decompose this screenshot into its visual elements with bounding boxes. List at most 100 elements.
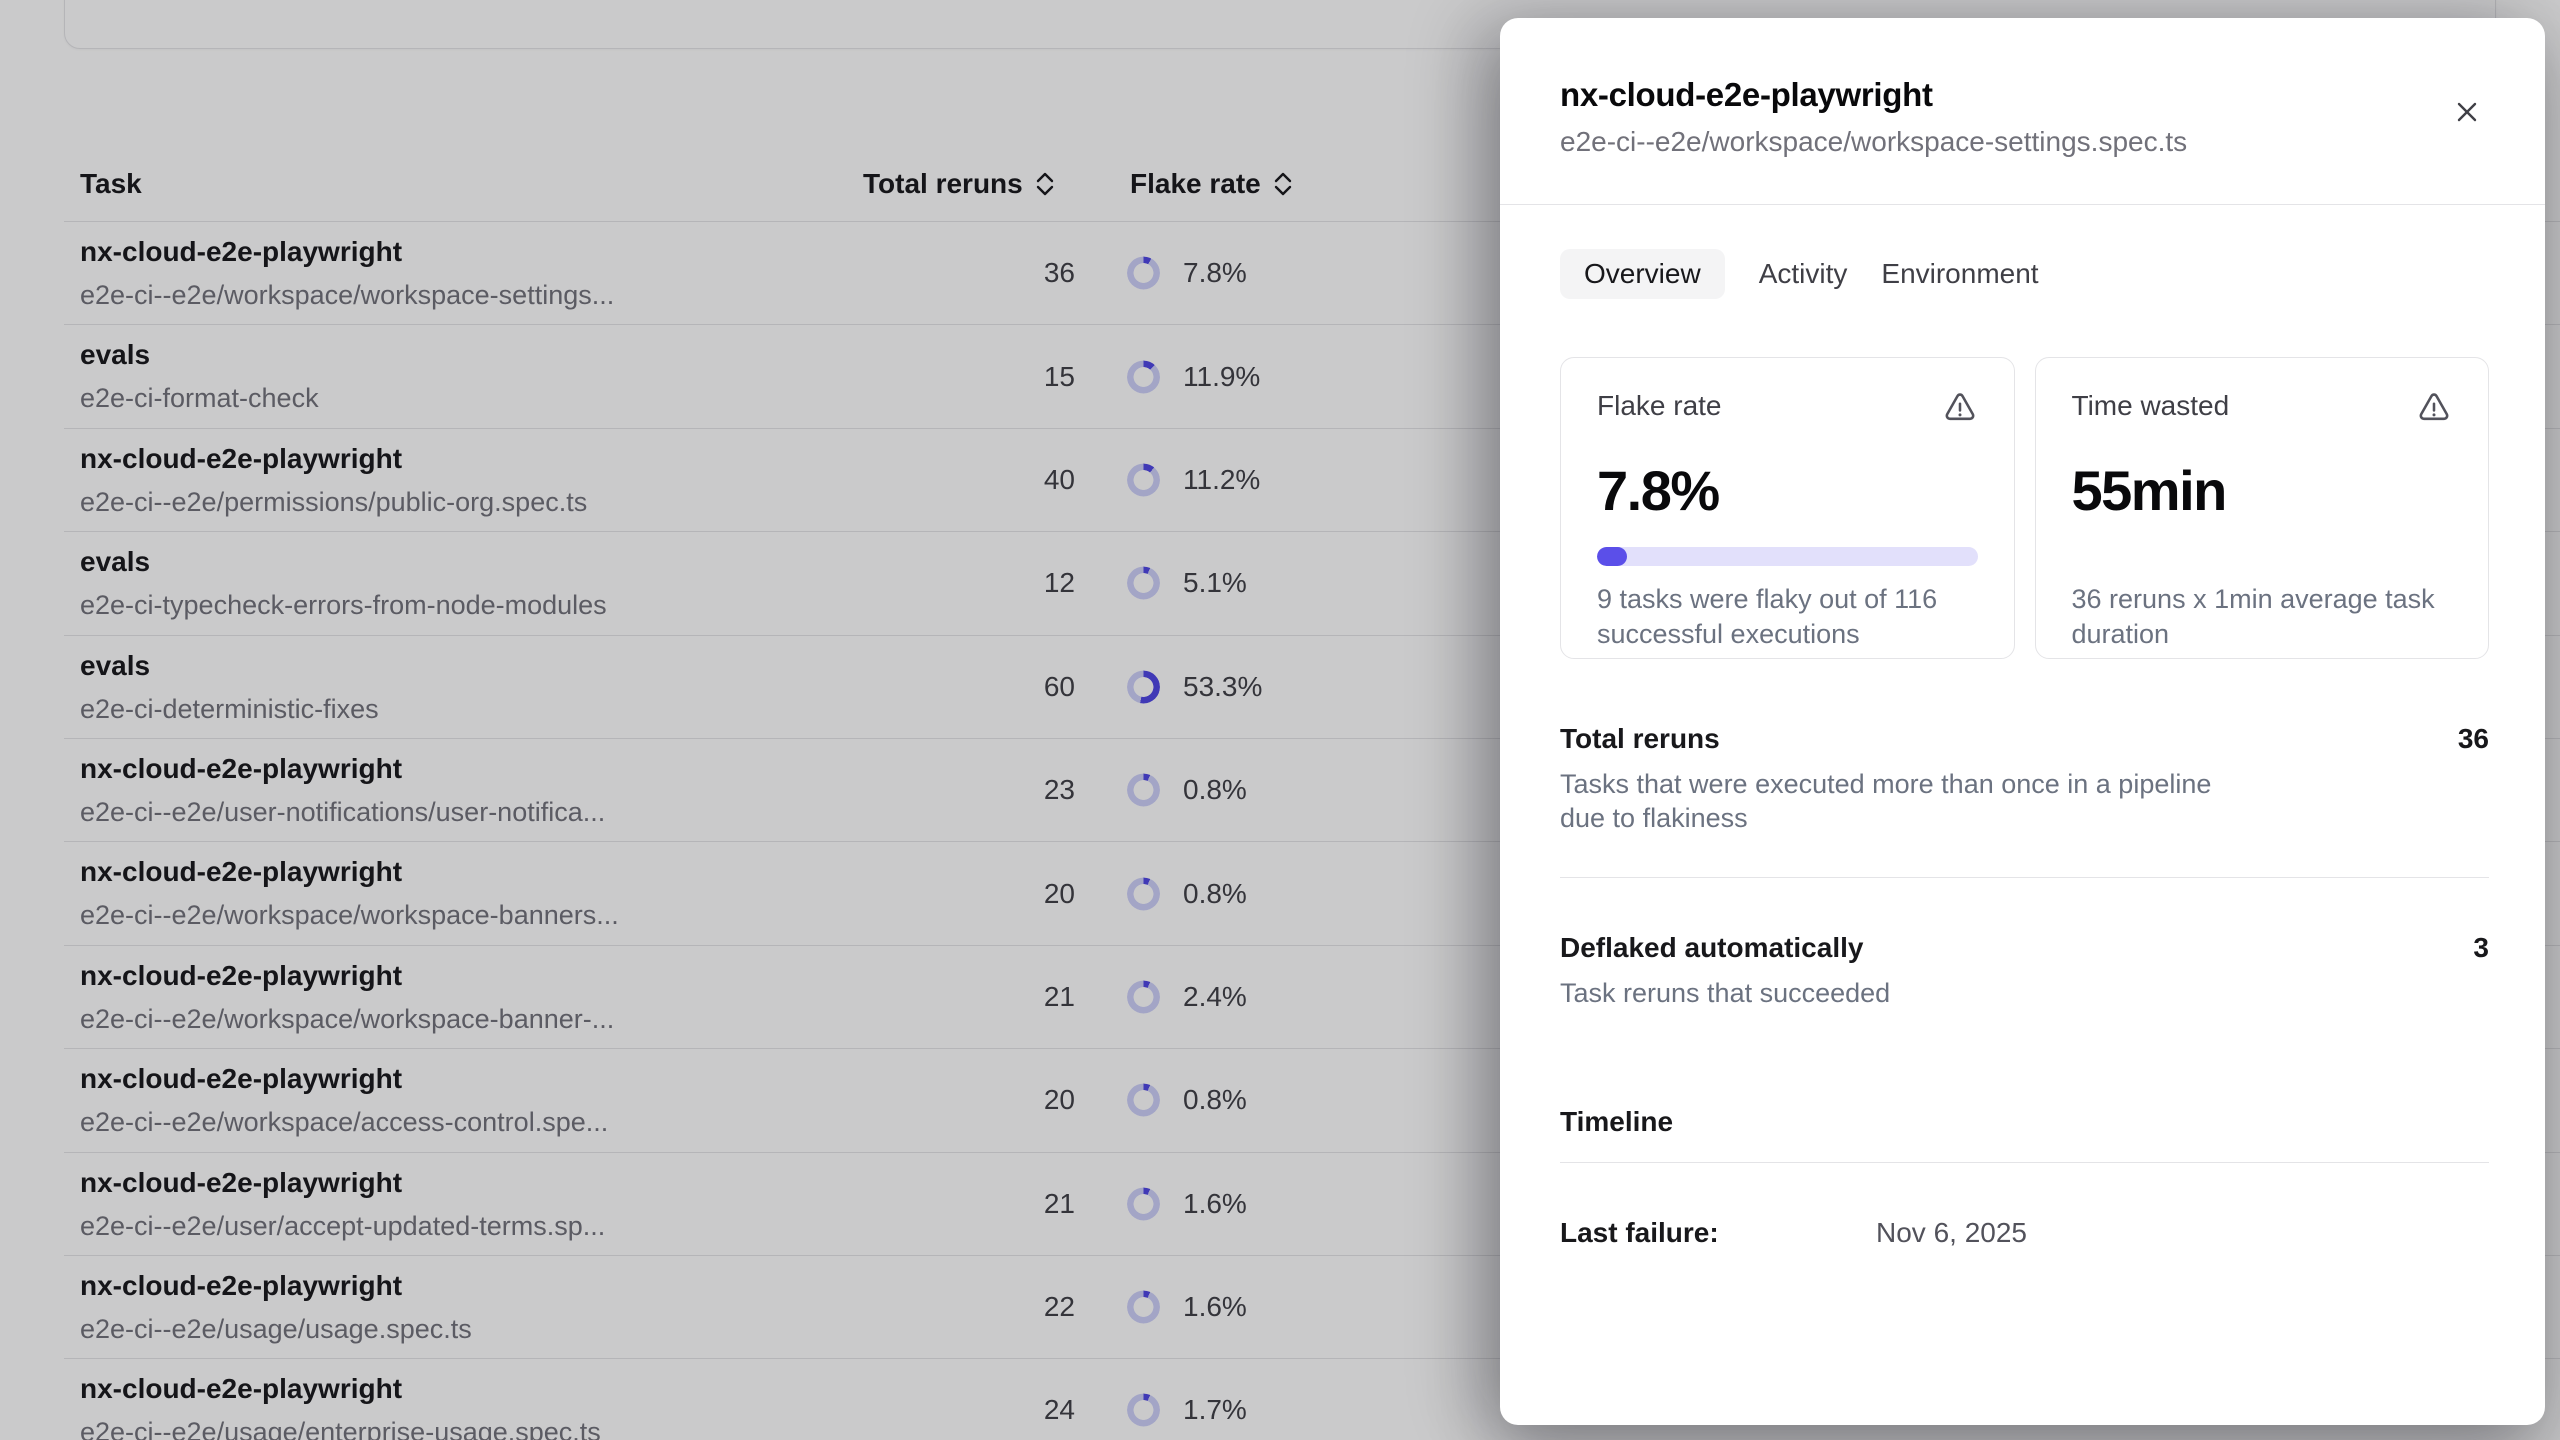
- table-row[interactable]: evals e2e-ci-deterministic-fixes 60 53.3…: [64, 636, 2560, 739]
- task-name: nx-cloud-e2e-playwright: [80, 752, 403, 784]
- header-divider: [1500, 204, 2545, 205]
- last-failure-value: Nov 6, 2025: [1876, 1217, 2027, 1248]
- task-name: nx-cloud-e2e-playwright: [80, 1166, 403, 1198]
- time-wasted-card-label: Time wasted: [2071, 390, 2230, 421]
- last-failure-row: Last failure: Nov 6, 2025: [1560, 1217, 2489, 1249]
- task-flake-rate: 5.1%: [1183, 567, 1247, 599]
- task-name: nx-cloud-e2e-playwright: [80, 959, 403, 991]
- task-total-reruns: 15: [1043, 360, 1075, 392]
- task-total-reruns: 20: [1043, 877, 1075, 909]
- flake-rate-donut-icon: [1127, 1187, 1160, 1221]
- time-wasted-card: Time wasted 55min 36 reruns x 1min avera…: [2034, 357, 2489, 659]
- table-row[interactable]: nx-cloud-e2e-playwright e2e-ci--e2e/perm…: [64, 429, 2560, 533]
- task-flake-rate: 1.7%: [1183, 1394, 1247, 1426]
- table-row[interactable]: nx-cloud-e2e-playwright e2e-ci--e2e/usag…: [64, 1359, 2560, 1440]
- task-target: e2e-ci--e2e/workspace/access-control.spe…: [80, 1107, 609, 1138]
- task-target: e2e-ci--e2e/workspace/workspace-banners.…: [80, 900, 619, 931]
- time-wasted-description: 36 reruns x 1min average task duration: [2071, 584, 2435, 649]
- task-flake-rate: 11.9%: [1183, 360, 1261, 392]
- task-flake-rate: 53.3%: [1183, 670, 1263, 702]
- task-target: e2e-ci--e2e/user-notifications/user-noti…: [80, 796, 606, 827]
- table-row[interactable]: evals e2e-ci-format-check 15 11.9%: [64, 325, 2560, 429]
- sort-icon[interactable]: [1273, 171, 1293, 197]
- flake-rate-donut-icon: [1127, 670, 1160, 704]
- column-header-flake-rate[interactable]: Flake rate: [1130, 168, 1293, 200]
- deflaked-value: 3: [2473, 932, 2489, 963]
- deflaked-section: Deflaked automatically 3 Task reruns tha…: [1560, 932, 2489, 1010]
- flake-rate-value: 7.8%: [1597, 459, 1720, 522]
- task-total-reruns: 24: [1043, 1394, 1075, 1426]
- column-header-total-reruns-label: Total reruns: [863, 168, 1023, 199]
- task-flake-rate: 11.2%: [1183, 463, 1261, 495]
- close-icon: [2457, 102, 2477, 122]
- flake-rate-donut-icon: [1127, 566, 1160, 600]
- task-total-reruns: 23: [1043, 774, 1075, 806]
- flake-rate-donut-icon: [1127, 1083, 1160, 1117]
- flake-rate-card: Flake rate 7.8% 9 tasks were flaky out o…: [1560, 357, 2015, 659]
- flake-rate-donut-icon: [1127, 1290, 1160, 1324]
- total-reruns-label: Total reruns: [1560, 723, 1720, 754]
- task-flake-rate: 0.8%: [1183, 1084, 1247, 1116]
- table-row[interactable]: nx-cloud-e2e-playwright e2e-ci--e2e/usag…: [64, 1256, 2560, 1360]
- table-row[interactable]: nx-cloud-e2e-playwright e2e-ci--e2e/user…: [64, 739, 2560, 843]
- table-row[interactable]: nx-cloud-e2e-playwright e2e-ci--e2e/work…: [64, 946, 2560, 1050]
- flake-rate-progress: [1597, 547, 1978, 566]
- table-row[interactable]: nx-cloud-e2e-playwright e2e-ci--e2e/user…: [64, 1153, 2560, 1256]
- panel-header: nx-cloud-e2e-playwright e2e-ci--e2e/work…: [1500, 18, 2545, 158]
- flake-rate-donut-icon: [1127, 360, 1160, 394]
- task-total-reruns: 21: [1043, 980, 1075, 1012]
- task-name: evals: [80, 546, 151, 578]
- task-target: e2e-ci--e2e/permissions/public-org.spec.…: [80, 486, 588, 517]
- task-name: nx-cloud-e2e-playwright: [80, 1269, 403, 1301]
- task-flake-rate: 1.6%: [1183, 1187, 1247, 1219]
- tab-activity[interactable]: Activity: [1758, 258, 1848, 289]
- task-name: evals: [80, 339, 151, 371]
- task-flake-rate: 7.8%: [1183, 257, 1247, 289]
- flake-rate-progress-fill: [1597, 547, 1627, 566]
- task-name: nx-cloud-e2e-playwright: [80, 856, 403, 888]
- warning-icon: [2419, 393, 2449, 421]
- task-total-reruns: 60: [1043, 670, 1075, 702]
- task-name: nx-cloud-e2e-playwright: [80, 442, 403, 474]
- flaky-tasks-table: Task Total reruns Flake rate: [64, 0, 2560, 1440]
- table-row[interactable]: evals e2e-ci-typecheck-errors-from-node-…: [64, 532, 2560, 636]
- task-flake-rate: 0.8%: [1183, 774, 1247, 806]
- warning-icon: [1945, 393, 1974, 421]
- task-target: e2e-ci--e2e/workspace/workspace-settings…: [80, 280, 615, 310]
- tab-overview[interactable]: Overview: [1560, 249, 1725, 299]
- total-reruns-description: Tasks that were executed more than once …: [1560, 769, 2212, 833]
- flake-rate-donut-icon: [1127, 1393, 1160, 1427]
- total-reruns-value: 36: [2457, 723, 2489, 754]
- task-table-body: nx-cloud-e2e-playwright e2e-ci--e2e/work…: [64, 222, 2560, 1440]
- task-name: nx-cloud-e2e-playwright: [80, 236, 403, 267]
- task-flake-rate: 1.6%: [1183, 1291, 1247, 1323]
- task-target: e2e-ci--e2e/usage/enterprise-usage.spec.…: [80, 1417, 601, 1440]
- task-total-reruns: 22: [1043, 1291, 1075, 1323]
- deflaked-description: Task reruns that succeeded: [1560, 978, 1891, 1008]
- tab-environment[interactable]: Environment: [1881, 258, 2039, 289]
- task-total-reruns: 21: [1043, 1187, 1075, 1219]
- table-row[interactable]: nx-cloud-e2e-playwright e2e-ci--e2e/work…: [64, 1049, 2560, 1153]
- task-total-reruns: 40: [1043, 463, 1075, 495]
- task-target: e2e-ci-format-check: [80, 383, 319, 414]
- panel-tabs: Overview Activity Environment: [1560, 249, 2489, 299]
- flake-rate-card-label: Flake rate: [1597, 390, 1722, 421]
- table-header: Task Total reruns Flake rate: [64, 0, 2560, 222]
- panel-title: nx-cloud-e2e-playwright: [1560, 76, 1933, 113]
- panel-subtitle: e2e-ci--e2e/workspace/workspace-settings…: [1560, 126, 2188, 157]
- time-wasted-value: 55min: [2071, 459, 2228, 522]
- sort-icon[interactable]: [1035, 171, 1055, 197]
- task-target: e2e-ci--e2e/user/accept-updated-terms.sp…: [80, 1210, 606, 1241]
- stat-cards: Flake rate 7.8% 9 tasks were flaky out o…: [1560, 357, 2489, 659]
- section-divider: [1560, 877, 2489, 878]
- close-button[interactable]: [2445, 90, 2489, 134]
- column-header-total-reruns[interactable]: Total reruns: [863, 168, 1055, 200]
- task-name: evals: [80, 649, 151, 681]
- table-row[interactable]: nx-cloud-e2e-playwright e2e-ci--e2e/work…: [64, 842, 2560, 946]
- table-row[interactable]: nx-cloud-e2e-playwright e2e-ci--e2e/work…: [64, 222, 2560, 326]
- timeline-divider: [1560, 1162, 2489, 1163]
- column-header-task-label: Task: [80, 168, 142, 199]
- flake-rate-donut-icon: [1127, 463, 1160, 497]
- task-target: e2e-ci-typecheck-errors-from-node-module…: [80, 590, 607, 621]
